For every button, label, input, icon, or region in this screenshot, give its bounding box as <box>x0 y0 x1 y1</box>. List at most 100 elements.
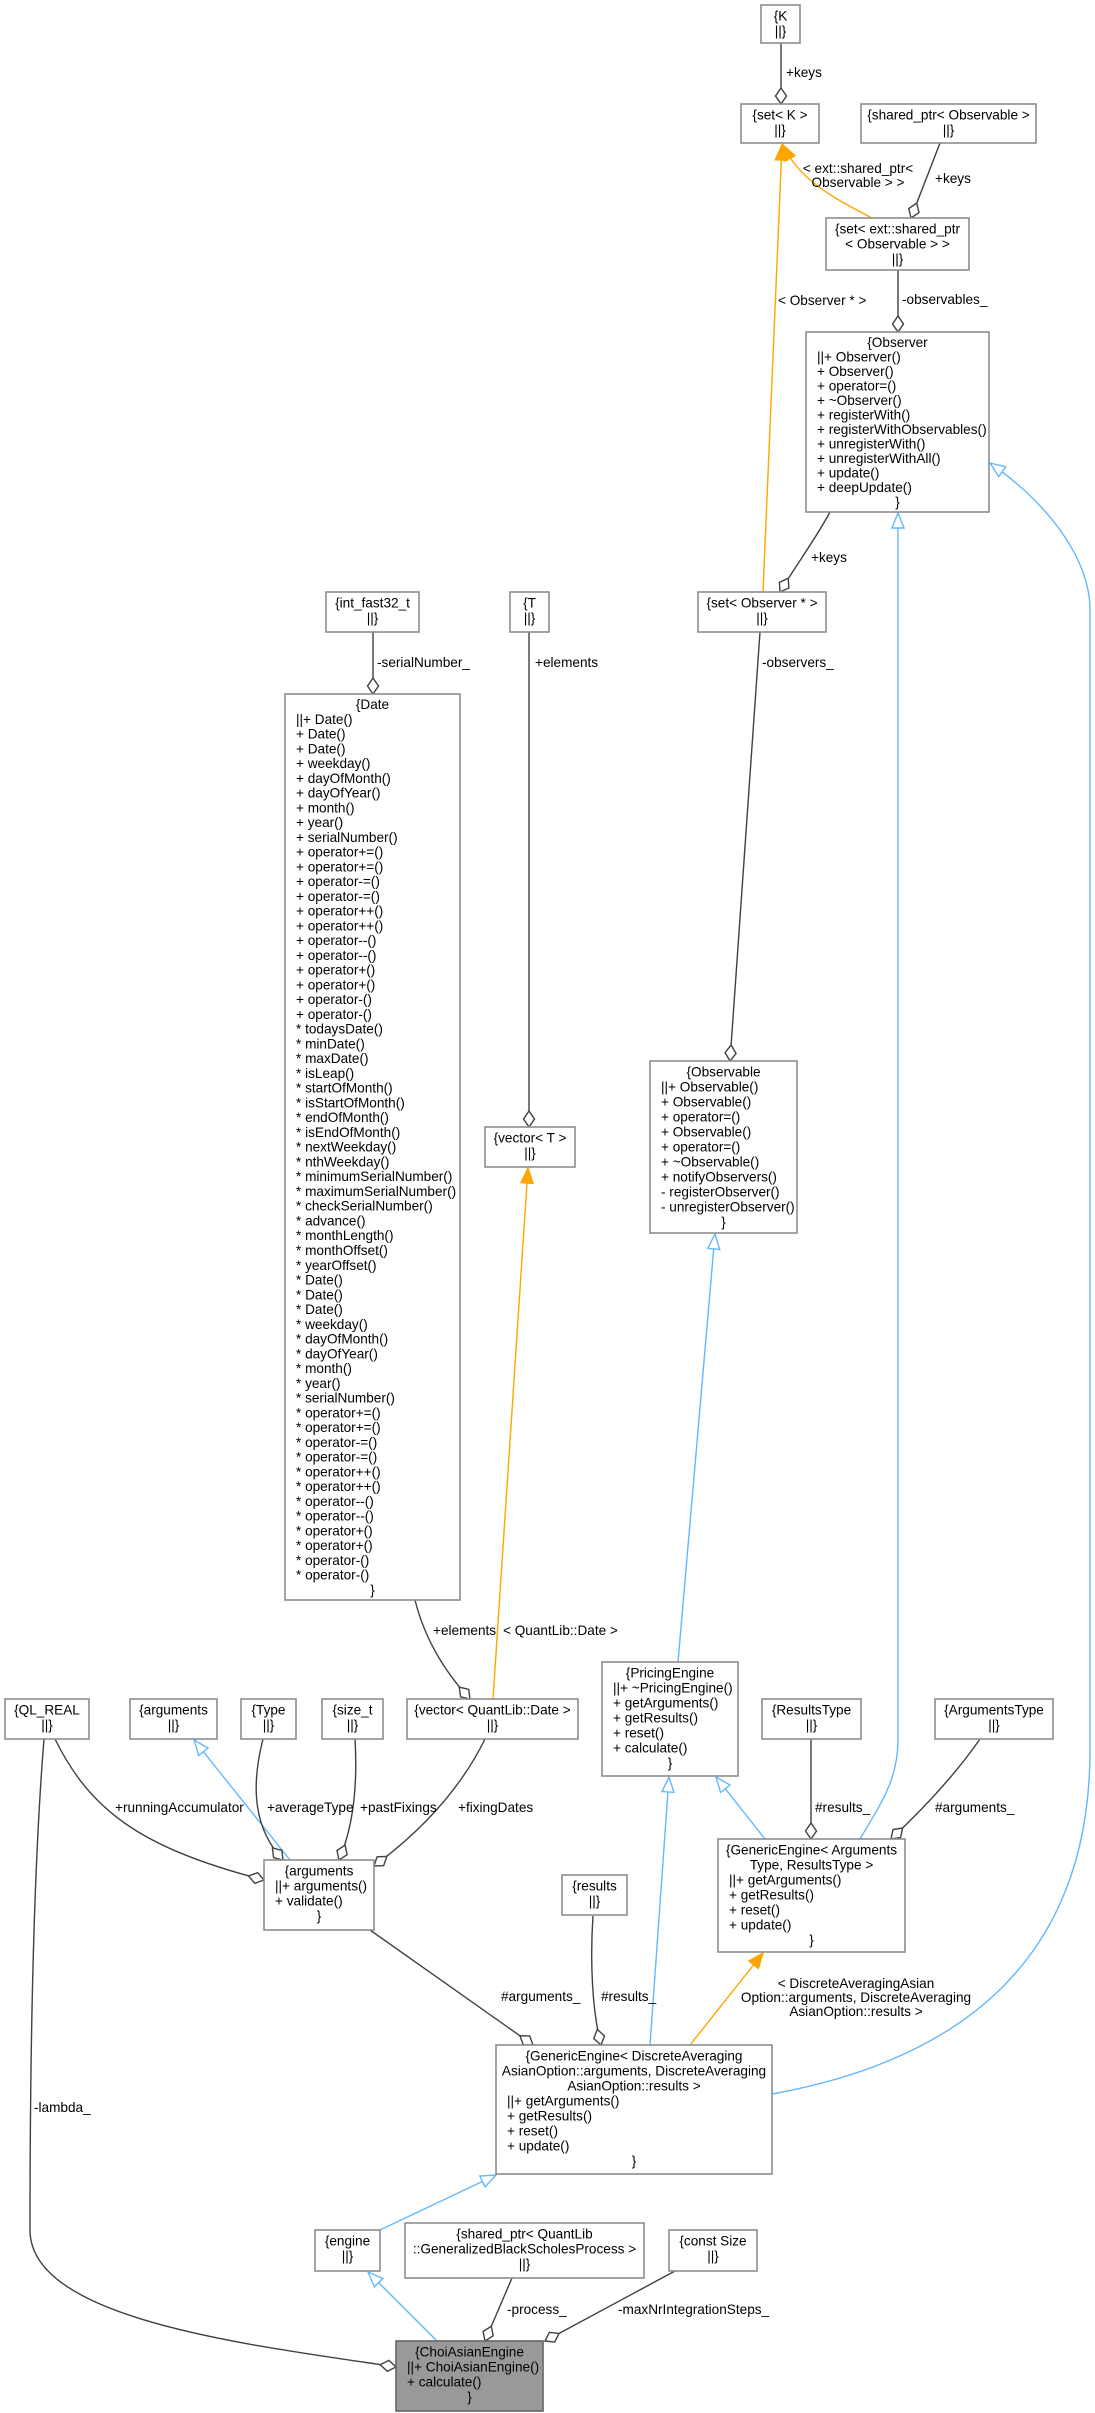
class-node-box <box>495 2044 773 2175</box>
class-close: ||} <box>263 1717 275 1732</box>
class-node-box <box>314 2229 381 2272</box>
class-close: ||} <box>342 2248 354 2263</box>
class-node-box <box>601 1661 739 1777</box>
class-name: {ArgumentsType <box>944 1702 1044 1717</box>
class-node-box <box>934 1698 1054 1740</box>
edge-label: -serialNumber_ <box>377 655 470 670</box>
class-member: ||+ ChoiAsianEngine() <box>407 2359 539 2374</box>
class-member: + operator-=() <box>296 874 380 889</box>
composition-edge-QL_REAL-to-argsMain <box>54 1738 266 1885</box>
edge-label: +runningAccumulator <box>115 1800 244 1815</box>
class-node-setExt[interactable]: {set< ext::shared_ptr< Observable > >||} <box>825 217 970 271</box>
inheritance-edge-PricingEngine-to-Observable <box>677 1232 721 1663</box>
composition-edge-vectorQD-to-argsMain <box>373 1738 486 1867</box>
aggregation-diamond-icon <box>724 1043 737 1063</box>
class-member: * advance() <box>296 1214 366 1229</box>
class-close: } <box>809 1932 814 1947</box>
class-node-Observer[interactable]: {Observer||+ Observer()+ Observer()+ ope… <box>805 331 990 513</box>
class-node-process[interactable]: {shared_ptr< QuantLib::GeneralizedBlackS… <box>404 2222 645 2279</box>
class-member: + calculate() <box>407 2374 481 2389</box>
class-name: {shared_ptr< QuantLib <box>456 2226 592 2241</box>
class-node-ArgumentsType[interactable]: {ArgumentsType||} <box>934 1698 1054 1740</box>
class-node-Type[interactable]: {Type||} <box>240 1698 297 1740</box>
template-arrow-icon <box>774 143 789 161</box>
class-node-PricingEngine[interactable]: {PricingEngine||+ ~PricingEngine()+ getA… <box>601 1661 739 1777</box>
class-name: < Observable > > <box>845 236 950 251</box>
class-member: * maximumSerialNumber() <box>296 1184 456 1199</box>
class-name: {GenericEngine< DiscreteAveraging <box>525 2048 742 2063</box>
class-node-Date[interactable]: {Date||+ Date()+ Date()+ Date()+ weekday… <box>284 693 461 1601</box>
class-member: + ~Observable() <box>661 1154 759 1169</box>
class-name: ::GeneralizedBlackScholesProcess > <box>413 2241 636 2256</box>
class-node-K[interactable]: {K||} <box>760 4 801 44</box>
composition-edge-T-to-vectorT <box>522 632 536 1129</box>
class-node-GED[interactable]: {GenericEngine< DiscreteAveragingAsianOp… <box>495 2044 773 2175</box>
class-node-T[interactable]: {T||} <box>509 591 550 633</box>
template-edge-GED-to-GEAR <box>689 1951 765 2046</box>
edge-label: Observable > > <box>812 175 905 190</box>
edge-line <box>54 1738 265 1881</box>
class-member: + update() <box>817 465 879 480</box>
class-node-Choi[interactable]: {ChoiAsianEngine||+ ChoiAsianEngine()+ c… <box>395 2340 544 2412</box>
class-node-vectorT[interactable]: {vector< T >||} <box>484 1126 576 1168</box>
class-close: ||} <box>775 23 787 38</box>
class-member: ||+ Observer() <box>817 349 901 364</box>
class-close: } <box>467 2389 472 2404</box>
class-name: {int_fast32_t <box>335 595 410 610</box>
class-member: * operator--() <box>296 1494 374 1509</box>
class-member: + reset() <box>729 1902 780 1917</box>
edge-line <box>677 1233 716 1663</box>
class-node-box <box>805 331 990 513</box>
class-member: + operator=() <box>817 378 896 393</box>
class-node-engine[interactable]: {engine||} <box>314 2229 381 2272</box>
class-node-vectorQD[interactable]: {vector< QuantLib::Date >||} <box>406 1698 579 1740</box>
class-name: {shared_ptr< Observable > <box>867 107 1030 122</box>
template-arrow-icon <box>747 1951 765 1970</box>
class-member: * Date() <box>296 1302 343 1317</box>
class-close: ||} <box>988 1717 1000 1732</box>
aggregation-diamond-icon <box>804 1821 818 1841</box>
inheritance-edge-engine-to-GED <box>379 2174 498 2231</box>
aggregation-diamond-icon <box>543 2331 561 2343</box>
class-close: ||} <box>367 610 379 625</box>
class-node-constSize[interactable]: {const Size||} <box>668 2229 758 2272</box>
class-node-intfast[interactable]: {int_fast32_t||} <box>325 591 420 633</box>
composition-edge-Date-to-vectorQD <box>414 1599 471 1700</box>
class-node-ResultsType[interactable]: {ResultsType||} <box>761 1698 862 1740</box>
inheritance-arrow-icon <box>478 2174 498 2189</box>
edge-line <box>544 2270 676 2342</box>
composition-edge-argsMain-to-GED <box>369 1929 535 2046</box>
class-member: + operator-() <box>296 992 372 1007</box>
class-close: ||} <box>519 2256 531 2271</box>
edge-label: < ext::shared_ptr< <box>803 161 913 176</box>
class-close: ||} <box>168 1717 180 1732</box>
class-node-box <box>240 1698 297 1740</box>
inheritance-arrow-icon <box>192 1738 210 1757</box>
class-node-argsMain[interactable]: {arguments||+ arguments()+ validate()} <box>263 1859 375 1931</box>
class-node-setK[interactable]: {set< K >||} <box>740 103 820 144</box>
class-node-sharedObs[interactable]: {shared_ptr< Observable >||} <box>860 103 1037 144</box>
class-name: {results <box>572 1878 617 1893</box>
class-node-setObsPtr[interactable]: {set< Observer * >||} <box>697 591 827 633</box>
class-member: + operator--() <box>296 933 376 948</box>
class-node-Observable[interactable]: {Observable||+ Observable()+ Observable(… <box>649 1060 798 1234</box>
composition-edge-intfast-to-Date <box>366 632 380 696</box>
edge-line <box>771 462 1091 2095</box>
class-node-GEAR[interactable]: {GenericEngine< ArgumentsType, ResultsTy… <box>717 1838 906 1953</box>
class-node-box <box>825 217 970 271</box>
class-member: + deepUpdate() <box>817 480 912 495</box>
class-node-argsSmall[interactable]: {arguments||} <box>129 1698 218 1740</box>
class-node-size_t[interactable]: {size_t||} <box>321 1698 384 1740</box>
class-member: * operator--() <box>296 1509 374 1524</box>
class-name: {vector< QuantLib::Date > <box>414 1702 570 1717</box>
class-node-box <box>761 1698 862 1740</box>
inheritance-edge-GED-to-Observer <box>771 461 1091 2095</box>
edge-line <box>193 1739 291 1861</box>
class-name: {QL_REAL <box>14 1702 80 1717</box>
class-member: ||+ Date() <box>296 712 353 727</box>
class-member: + month() <box>296 800 355 815</box>
class-node-QL_REAL[interactable]: {QL_REAL||} <box>4 1698 90 1740</box>
class-member: * isLeap() <box>296 1066 354 1081</box>
class-node-results[interactable]: {results||} <box>561 1874 628 1916</box>
aggregation-diamond-icon <box>907 201 920 220</box>
